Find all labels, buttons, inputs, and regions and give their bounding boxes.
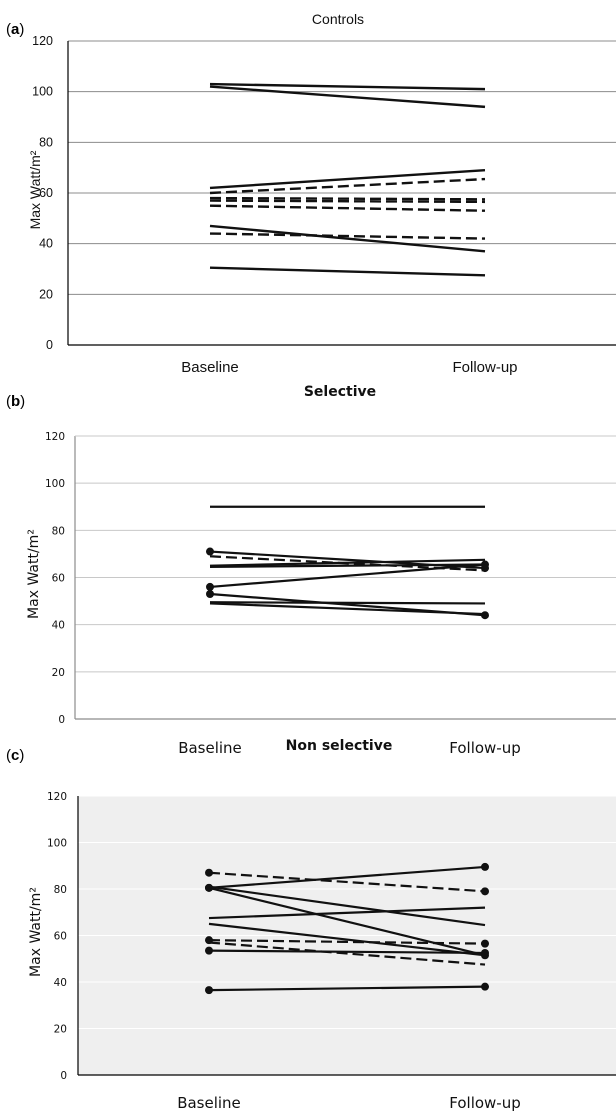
data-point bbox=[481, 948, 489, 957]
y-tick-label: 0 bbox=[60, 1070, 67, 1082]
data-point bbox=[481, 887, 489, 896]
series-line bbox=[209, 563, 486, 589]
panel-a-letter: (a) bbox=[6, 21, 24, 38]
y-tick-label: 120 bbox=[47, 791, 67, 803]
y-tick-label: 20 bbox=[52, 667, 65, 679]
panel-b-title: Selective bbox=[304, 384, 376, 400]
y-tick-label: 60 bbox=[54, 931, 67, 943]
panel-c-ylabel: Max Watt/m² bbox=[28, 887, 44, 977]
y-tick-label: 80 bbox=[54, 884, 67, 896]
series-line bbox=[209, 224, 486, 253]
data-point bbox=[205, 986, 213, 995]
x-category-label: Follow-up bbox=[449, 739, 521, 757]
x-category-label: Baseline bbox=[178, 739, 242, 757]
panel-b-ylabel: Max Watt/m² bbox=[26, 529, 42, 619]
data-point bbox=[481, 611, 489, 620]
panel-b: (b) Selective Max Watt/m² 0 20 40 60 80 100 12… bbox=[6, 384, 616, 757]
series-line bbox=[208, 939, 486, 945]
series-line bbox=[209, 558, 486, 567]
x-category-label: Follow-up bbox=[449, 1094, 521, 1112]
y-tick-label: 120 bbox=[45, 431, 65, 443]
data-point bbox=[205, 868, 213, 877]
y-tick-label: 100 bbox=[45, 478, 65, 490]
x-category-label: Baseline bbox=[177, 1094, 241, 1112]
series-line bbox=[208, 941, 486, 966]
y-tick-label: 40 bbox=[39, 237, 53, 251]
y-tick-label: 120 bbox=[32, 34, 53, 48]
data-point bbox=[206, 590, 214, 599]
data-point bbox=[206, 547, 214, 556]
data-point bbox=[481, 982, 489, 991]
y-tick-label: 0 bbox=[46, 338, 53, 352]
panel-a: (a) Controls Max Watt/m² 0 20 40 60 80 100 120… bbox=[6, 11, 616, 376]
series-line bbox=[208, 885, 486, 927]
y-tick-label: 40 bbox=[52, 620, 65, 632]
series-line bbox=[208, 871, 486, 893]
data-point bbox=[205, 946, 213, 955]
series-line bbox=[208, 906, 486, 920]
panel-a-title: Controls bbox=[312, 11, 364, 27]
series-line bbox=[209, 232, 486, 240]
series-line bbox=[209, 602, 486, 616]
y-tick-label: 20 bbox=[54, 1024, 67, 1036]
series-line bbox=[209, 199, 486, 204]
series-line bbox=[209, 196, 486, 201]
y-tick-label: 60 bbox=[52, 573, 65, 585]
y-tick-label: 100 bbox=[47, 838, 67, 850]
series-line bbox=[208, 949, 486, 955]
y-tick-label: 0 bbox=[58, 714, 65, 726]
series-line bbox=[209, 563, 486, 568]
panel-c: (c) Non selective Max Watt/m² 0 20 40 60 80 1… bbox=[6, 738, 616, 1112]
data-point bbox=[481, 862, 489, 871]
y-tick-label: 80 bbox=[39, 135, 53, 149]
series-line bbox=[209, 204, 486, 212]
panel-a-ylabel: Max Watt/m² bbox=[27, 150, 43, 229]
data-point bbox=[205, 883, 213, 892]
series-line bbox=[209, 85, 486, 109]
series-line bbox=[208, 985, 486, 992]
data-point bbox=[481, 560, 489, 569]
series-line bbox=[209, 82, 486, 91]
panel-c-title: Non selective bbox=[286, 738, 393, 754]
y-tick-label: 80 bbox=[52, 525, 65, 537]
x-category-label: Follow-up bbox=[452, 359, 517, 376]
panel-c-letter: (c) bbox=[6, 747, 24, 764]
series-line bbox=[209, 266, 486, 277]
x-category-label: Baseline bbox=[181, 359, 239, 376]
series-line bbox=[209, 601, 486, 605]
series-line bbox=[209, 169, 486, 190]
series-line bbox=[208, 865, 486, 889]
panel-b-letter: (b) bbox=[6, 393, 25, 410]
y-tick-label: 100 bbox=[32, 85, 53, 99]
y-tick-label: 60 bbox=[39, 186, 53, 200]
y-tick-label: 40 bbox=[54, 977, 67, 989]
data-point bbox=[206, 582, 214, 591]
y-tick-label: 20 bbox=[39, 287, 53, 301]
series-line bbox=[209, 177, 486, 195]
data-point bbox=[481, 939, 489, 948]
series-line bbox=[208, 922, 486, 957]
